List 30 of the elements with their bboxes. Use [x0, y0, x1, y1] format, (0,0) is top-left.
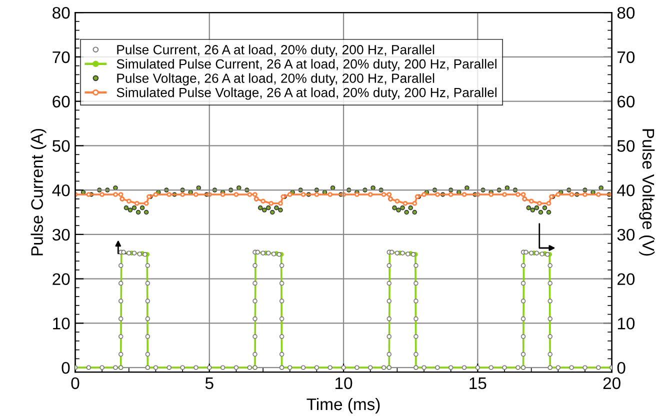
legend-label: Pulse Voltage, 26 A at load, 20% duty, 200 Hz, Parallel: [117, 73, 434, 86]
y2-tick-label: 70: [618, 51, 635, 64]
x-tick-label: 0: [71, 377, 80, 390]
y2-tick-label: 10: [618, 318, 635, 330]
y-tick-label: 20: [52, 273, 70, 286]
y2-tick-label: 60: [618, 96, 635, 108]
y2-axis-title: Pulse Voltage (V): [639, 129, 655, 256]
y2-tick-label: 80: [617, 6, 635, 19]
y-tick-label: 0: [62, 362, 70, 374]
y2-tick-label: 20: [618, 273, 635, 286]
y-tick-label: 70: [52, 51, 70, 64]
x-axis-title: Time (ms): [306, 398, 380, 414]
y2-tick-label: 0: [617, 362, 626, 374]
y2-tick-label: 50: [617, 140, 635, 152]
y-tick-label: 60: [52, 96, 70, 108]
legend-label: Pulse Current, 26 A at load, 20% duty, 200 Hz, Parallel: [117, 44, 434, 57]
y2-tick-label: 40: [617, 184, 635, 196]
x-tick-label: 5: [205, 377, 214, 390]
y-tick-label: 10: [53, 318, 70, 330]
x-tick-label: 10: [336, 377, 352, 390]
x-tick-label: 20: [603, 377, 620, 390]
y-tick-label: 30: [52, 228, 70, 241]
legend-label: Simulated Pulse Current, 26 A at load, 20% duty, 200 Hz, Parallel: [116, 58, 496, 72]
x-tick-label: 15: [470, 377, 486, 390]
legend-label: Simulated Pulse Voltage, 26 A at load, 20% duty, 200 Hz, Parallel: [116, 88, 496, 100]
y-tick-label: 40: [52, 184, 70, 196]
y2-tick-label: 30: [617, 228, 635, 241]
y-axis-title: Pulse Current (A): [30, 128, 46, 256]
y-tick-label: 80: [52, 6, 70, 19]
y-tick-label: 50: [52, 140, 70, 152]
